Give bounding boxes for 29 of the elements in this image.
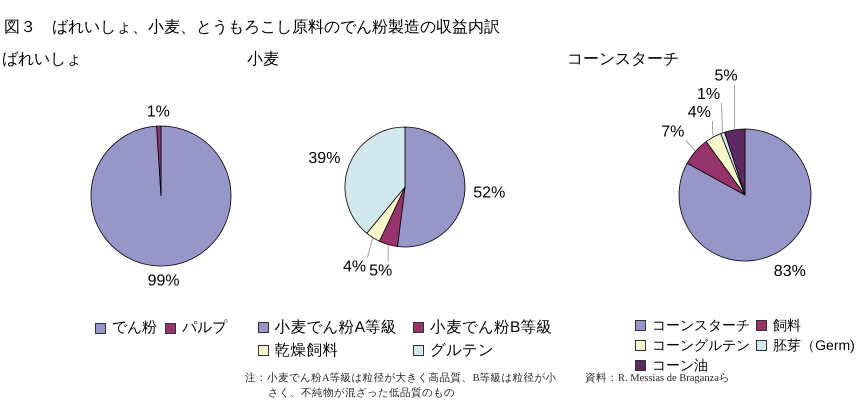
data-label: 39% xyxy=(308,149,340,166)
pie-slice xyxy=(90,126,232,266)
chart-subtitle: ばれいしょ xyxy=(2,51,82,68)
text: 資料：R. Messias de Braganzaら xyxy=(585,373,730,384)
chart-title: 図３ ばれいしょ、小麦、とうもろこし原料のでん粉製造の収益内訳 xyxy=(4,19,500,36)
data-label: 99% xyxy=(148,272,180,290)
chart-title: コーンスターチ xyxy=(567,51,679,68)
legend-label: コーングルテン xyxy=(652,336,750,355)
data-label: 83% xyxy=(774,262,806,280)
text: 注：小麦でん粉A等級は粒径が大きく高品質、B等級は粒径が小さく、不純物が混ざった低品質のもの xyxy=(245,373,557,399)
legend-label: 飼料 xyxy=(773,316,802,335)
legend-label: 小麦でん粉B等級 xyxy=(430,318,552,338)
data-label: 5% xyxy=(714,67,738,84)
legend-label: コーン油 xyxy=(652,356,708,374)
legend-label: でん粉 xyxy=(112,318,157,338)
data-label: 52% xyxy=(473,184,506,201)
data-label: 4% xyxy=(342,258,366,276)
data-label: 7% xyxy=(661,122,684,140)
data-label: 1% xyxy=(146,103,170,120)
legend-label: 小麦でん粉A等級 xyxy=(274,318,397,338)
data-label: 4% xyxy=(688,103,711,120)
legend-label: グルテン xyxy=(430,341,494,361)
legend-label: パルプ xyxy=(182,318,227,338)
data-label: 1% xyxy=(696,85,720,102)
data-label: 5% xyxy=(369,262,392,280)
legend-label: 胚芽（Germ) xyxy=(773,336,855,355)
chart-title: 小麦 xyxy=(247,51,279,68)
legend-label: コーンスターチ xyxy=(652,316,750,335)
legend-label: 乾燥飼料 xyxy=(274,341,339,361)
